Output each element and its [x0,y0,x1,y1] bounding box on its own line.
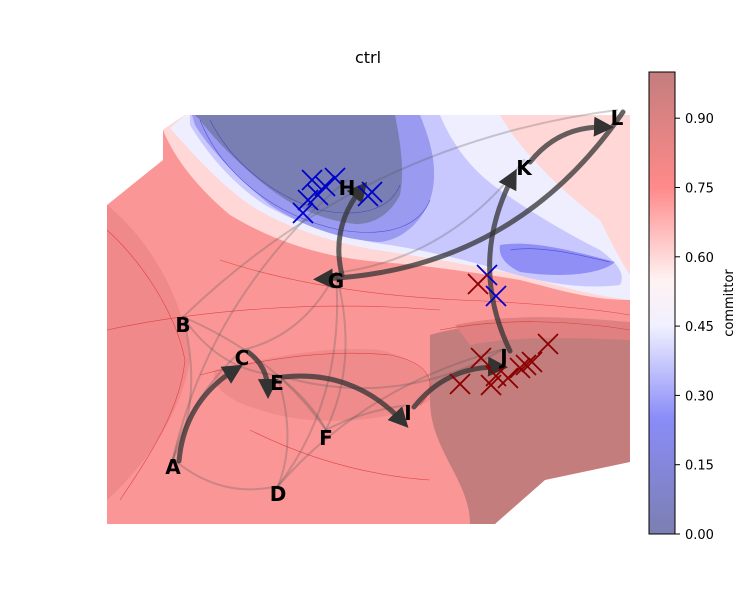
x-marker [485,285,507,307]
node-label-L: L [611,106,624,130]
marker-layer [292,167,559,396]
node-label-D: D [270,482,287,506]
node-label-A: A [165,455,181,479]
colorbar-ticks: 0.00 0.15 0.30 0.45 0.60 0.75 0.90 [675,112,714,543]
colorbar-tick-label: 0.90 [685,112,714,127]
colorbar-label: committor [722,269,737,337]
faint-edge-B-F [182,316,327,431]
node-label-H: H [339,176,356,200]
x-marker [324,167,346,189]
x-marker [449,373,471,395]
colorbar-tick-label: 0.15 [685,459,714,474]
colorbar-tick-label: 0.45 [685,320,714,335]
node-label-E: E [270,371,284,395]
faint-edge-F-I [325,404,409,431]
x-marker [292,202,314,224]
x-marker [521,351,543,373]
x-marker [467,273,489,295]
node-label-B: B [175,313,190,337]
node-label-I: I [404,401,411,425]
chart-title: ctrl [355,48,381,67]
faint-edge-E-D [276,374,289,487]
faint-edge-A-H [172,179,348,460]
node-label-J: J [498,345,507,369]
x-marker [301,169,323,191]
colorbar-tick-label: 0.00 [685,528,714,543]
node-label-K: K [516,156,533,180]
node-labels: A B C D E F G H I J K L [165,106,623,506]
x-marker [515,354,537,376]
node-label-C: C [235,346,250,370]
x-marker [497,367,519,389]
x-marker [297,189,319,211]
faint-edge-B-L [182,109,618,318]
x-marker [314,175,336,197]
colorbar-tick-label: 0.30 [685,389,714,404]
main-arrow-A-C [176,364,243,464]
faint-edge-A-D [172,458,279,491]
x-marker [361,181,383,203]
x-marker [470,347,492,369]
colorbar-tick-label: 0.75 [685,182,714,197]
node-label-F: F [319,426,333,450]
main-arrow-E-I [280,373,409,428]
x-marker [307,184,329,206]
x-marker [537,333,559,355]
x-marker [509,357,531,379]
faint-edge-E-F [276,374,327,431]
main-arrow-G-H [336,181,368,278]
faint-edge-D-G [277,272,339,487]
node-label-G: G [328,269,344,293]
main-arrow-J-K [487,168,517,354]
main-arrow-K-L [527,116,614,165]
colorbar: 0.00 0.15 0.30 0.45 0.60 0.75 0.90 committor [648,71,737,543]
main-arrow-L-G [313,109,626,289]
main-arrow-C-E [245,349,278,399]
colorbar-tick-label: 0.60 [685,251,714,266]
colorbar-gradient [648,71,676,535]
faint-edge-F-G [325,272,347,431]
